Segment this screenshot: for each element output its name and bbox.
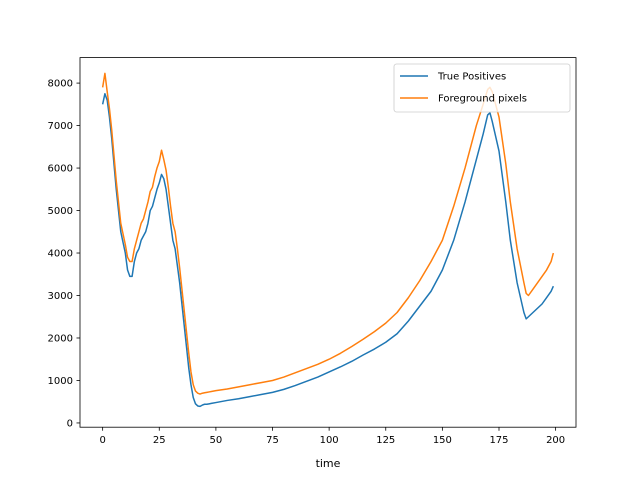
y-axis: 0 1000 2000 3000 4000 5000 6000 7000 8000: [48, 79, 80, 430]
x-tick-label: 75: [266, 435, 279, 446]
legend-label: Foreground pixels: [438, 94, 527, 105]
y-tick-label: 6000: [48, 164, 73, 175]
series-line-true-positives: [101, 92, 555, 408]
y-tick-label: 8000: [48, 79, 73, 90]
y-tick-label: 4000: [48, 249, 73, 260]
x-axis: 0 25 50 75 100 125 150 175 200: [99, 427, 565, 446]
legend-label: True Positives: [437, 72, 506, 83]
y-tick-label: 1000: [48, 376, 73, 387]
legend: True Positives Foreground pixels: [393, 63, 571, 113]
legend-box: [393, 63, 571, 113]
x-tick-label: 0: [99, 435, 105, 446]
x-tick-label: 50: [210, 435, 223, 446]
x-tick-label: 100: [320, 435, 339, 446]
x-tick-label: 175: [489, 435, 508, 446]
y-tick-label: 3000: [48, 291, 73, 302]
x-tick-label: 150: [433, 435, 452, 446]
x-axis-label: time: [316, 457, 341, 470]
x-tick-label: 125: [376, 435, 395, 446]
x-tick-label: 25: [153, 435, 166, 446]
y-tick-label: 2000: [48, 334, 73, 345]
y-tick-label: 7000: [48, 121, 73, 132]
x-tick-label: 200: [546, 435, 565, 446]
y-tick-label: 5000: [48, 206, 73, 217]
y-tick-label: 0: [67, 419, 73, 430]
axes-frame: [79, 57, 577, 428]
